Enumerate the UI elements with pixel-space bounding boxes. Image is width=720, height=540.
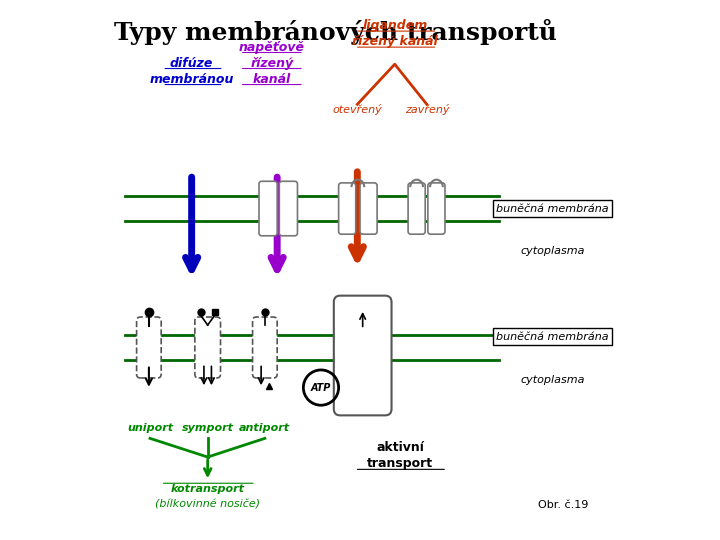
Text: buněčná membrána: buněčná membrána (496, 332, 608, 342)
FancyBboxPatch shape (253, 317, 277, 378)
FancyBboxPatch shape (259, 181, 277, 236)
Text: (bílkovinné nosiče): (bílkovinné nosiče) (155, 500, 260, 510)
FancyBboxPatch shape (428, 183, 445, 234)
Text: řízený kanál: řízený kanál (352, 35, 438, 48)
Text: buněčná membrána: buněčná membrána (496, 204, 608, 213)
Text: zavřený: zavřený (405, 104, 449, 115)
Text: kanál: kanál (253, 72, 291, 86)
FancyBboxPatch shape (137, 317, 161, 378)
Text: cytoplasma: cytoplasma (520, 246, 585, 256)
FancyBboxPatch shape (279, 181, 297, 236)
Text: membránou: membránou (150, 72, 234, 86)
Text: řízený: řízený (251, 57, 293, 70)
Text: otevřený: otevřený (333, 104, 382, 115)
Text: uniport: uniport (127, 423, 173, 433)
FancyBboxPatch shape (195, 317, 220, 378)
Text: symport: symport (181, 423, 234, 433)
FancyBboxPatch shape (338, 183, 356, 234)
Text: aktivní: aktivní (376, 441, 424, 454)
Text: antiport: antiport (239, 423, 290, 433)
Text: ATP: ATP (311, 382, 331, 393)
FancyBboxPatch shape (408, 183, 426, 234)
Text: difúze: difúze (170, 57, 213, 70)
Text: Obr. č.19: Obr. č.19 (538, 500, 588, 510)
Text: transport: transport (367, 457, 433, 470)
FancyBboxPatch shape (334, 296, 392, 415)
Text: kotransport: kotransport (171, 484, 245, 494)
Text: napěťově: napěťově (239, 40, 305, 53)
Text: ligandem: ligandem (362, 19, 428, 32)
Text: cytoplasma: cytoplasma (520, 375, 585, 384)
FancyBboxPatch shape (360, 183, 377, 234)
Text: Typy membránových transportů: Typy membránových transportů (114, 19, 557, 45)
